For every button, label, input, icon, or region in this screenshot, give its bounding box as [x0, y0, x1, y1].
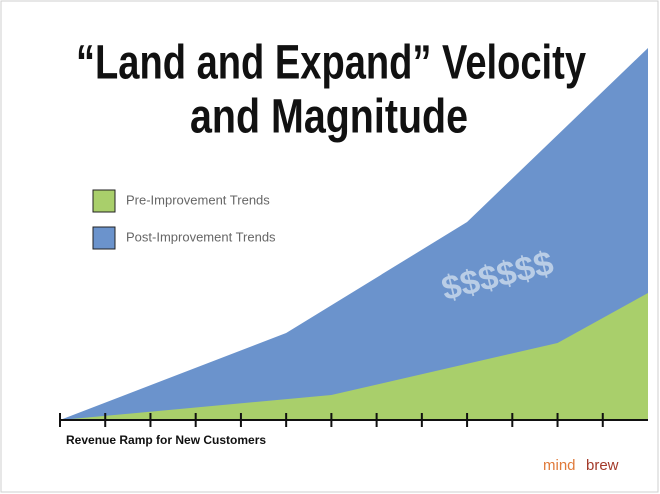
x-axis-label: Revenue Ramp for New Customers — [66, 433, 266, 447]
legend-label: Post-Improvement Trends — [126, 229, 276, 244]
logo-mind: mind — [543, 457, 576, 474]
chart-title: and Magnitude — [190, 91, 468, 144]
area — [60, 293, 648, 420]
legend-label: Pre-Improvement Trends — [126, 192, 270, 207]
plot — [60, 48, 648, 420]
area — [60, 48, 648, 420]
chart-title: “Land and Expand” Velocity — [76, 37, 586, 90]
logo-brew: brew — [586, 457, 619, 474]
legend-swatch — [92, 226, 116, 250]
legend-swatch — [92, 189, 116, 213]
